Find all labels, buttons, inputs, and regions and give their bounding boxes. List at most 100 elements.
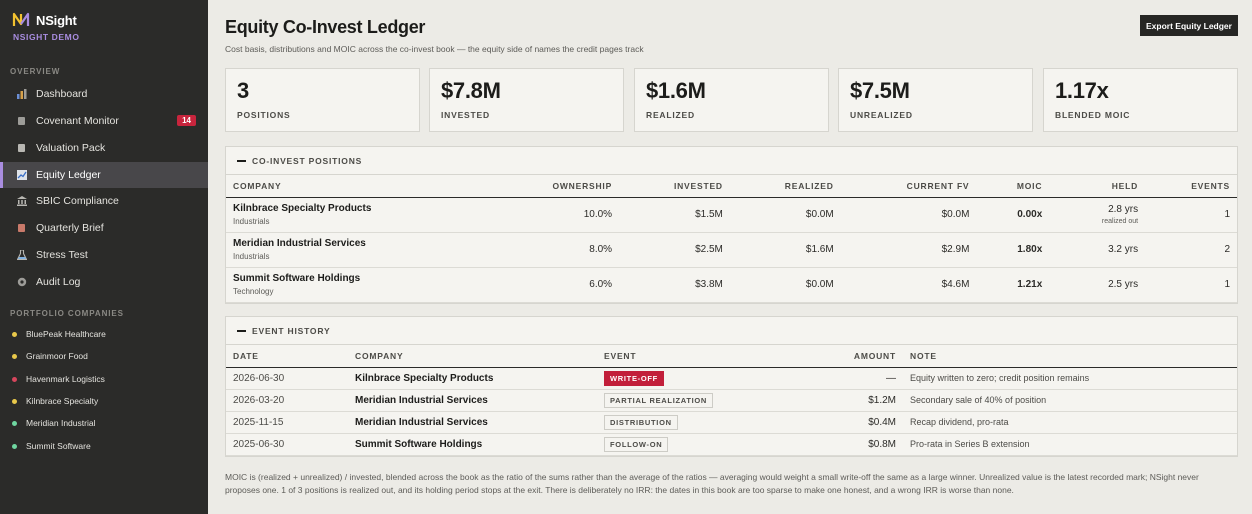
table-row[interactable]: 2025-06-30 Summit Software Holdings FOLL… <box>226 433 1237 456</box>
portfolio-company-item[interactable]: Grainmoor Food <box>12 351 88 361</box>
sidebar-item-quarterly-brief[interactable]: Quarterly Brief <box>0 215 208 241</box>
column-header[interactable]: MOIC <box>976 175 1050 198</box>
table-row[interactable]: 2026-03-20 Meridian Industrial Services … <box>226 389 1237 412</box>
amount-cell: — <box>782 367 903 390</box>
book-icon <box>16 223 27 234</box>
methodology-footnote: MOIC is (realized + unrealized) / invest… <box>225 472 1199 495</box>
sidebar-item-stress-test[interactable]: Stress Test <box>0 242 208 268</box>
company-name: Summit Software Holdings <box>233 273 361 284</box>
main-content: Equity Co-Invest Ledger Cost basis, dist… <box>208 0 1252 514</box>
events-cell: 2 <box>1145 232 1237 268</box>
portfolio-company-item[interactable]: Summit Software <box>12 441 91 451</box>
column-header[interactable]: COMPANY <box>226 175 484 198</box>
status-dot-icon <box>12 376 17 382</box>
kpi-value: 3 <box>237 78 249 103</box>
invested-cell: $2.5M <box>619 232 730 268</box>
column-header[interactable]: REALIZED <box>729 175 841 198</box>
kpi-label: BLENDED MOIC <box>1055 110 1131 120</box>
table-header-row: COMPANY OWNERSHIP INVESTED REALIZED CURR… <box>226 175 1237 198</box>
portfolio-company-item[interactable]: Havenmark Logistics <box>12 374 105 384</box>
line-chart-icon <box>16 170 27 181</box>
sidebar-item-label: Dashboard <box>36 88 88 100</box>
sidebar-item-label: Quarterly Brief <box>36 222 104 234</box>
kpi-card-invested: $7.8M INVESTED <box>429 68 624 132</box>
invested-cell: $3.8M <box>619 267 730 303</box>
sidebar-item-label: Valuation Pack <box>36 142 106 154</box>
event-tag: FOLLOW-ON <box>604 436 669 452</box>
company-sector: Industrials <box>233 252 270 261</box>
column-header[interactable]: EVENT <box>597 345 782 368</box>
sidebar-item-valuation-pack[interactable]: Valuation Pack <box>0 135 208 161</box>
date-cell: 2026-03-20 <box>226 389 348 412</box>
portfolio-company-item[interactable]: Meridian Industrial <box>12 418 95 428</box>
company-sector: Industrials <box>233 217 270 226</box>
column-header[interactable]: NOTE <box>903 345 1237 368</box>
sidebar-item-label: Stress Test <box>36 249 88 261</box>
brand-subtitle: NSIGHT DEMO <box>13 32 80 42</box>
company-cell: Meridian Industrial Services <box>348 389 597 412</box>
current-fv-cell: $0.0M <box>840 197 977 233</box>
document-icon <box>16 116 27 127</box>
realized-cell: $0.0M <box>729 197 841 233</box>
note-cell: Equity written to zero; credit position … <box>903 367 1237 390</box>
kpi-label: POSITIONS <box>237 110 291 120</box>
status-dot-icon <box>12 420 17 426</box>
covenant-alert-badge: 14 <box>177 115 196 126</box>
moic-cell: 1.80x <box>976 232 1050 268</box>
panel-title: CO-INVEST POSITIONS <box>252 155 363 166</box>
column-header[interactable]: COMPANY <box>348 345 597 368</box>
realized-cell: $0.0M <box>729 267 841 303</box>
status-dot-icon <box>12 398 17 404</box>
kpi-label: REALIZED <box>646 110 695 120</box>
table-row[interactable]: 2025-11-15 Meridian Industrial Services … <box>226 411 1237 434</box>
column-header[interactable]: EVENTS <box>1145 175 1237 198</box>
kpi-value: $7.8M <box>441 78 501 103</box>
column-header[interactable]: DATE <box>226 345 348 368</box>
kpi-label: UNREALIZED <box>850 110 913 120</box>
portfolio-company-label: BluePeak Healthcare <box>26 329 106 339</box>
brand[interactable]: NSight <box>12 11 77 29</box>
event-tag: DISTRIBUTION <box>604 414 678 430</box>
portfolio-company-label: Havenmark Logistics <box>26 374 105 384</box>
table-row[interactable]: Summit Software Holdings Technology 6.0% … <box>226 267 1237 303</box>
collapse-icon[interactable] <box>237 159 246 162</box>
events-cell: 1 <box>1145 197 1237 233</box>
flask-icon <box>16 250 27 261</box>
events-cell: 1 <box>1145 267 1237 303</box>
portfolio-company-label: Kilnbrace Specialty <box>26 396 99 406</box>
sidebar-item-equity-ledger[interactable]: Equity Ledger <box>0 162 208 188</box>
document-icon <box>16 143 27 154</box>
bank-icon <box>16 196 27 207</box>
bar-chart-icon <box>16 89 27 100</box>
collapse-icon[interactable] <box>237 329 246 332</box>
sidebar-item-label: Covenant Monitor <box>36 115 119 127</box>
moic-cell: 0.00x <box>976 197 1050 233</box>
sidebar-item-label: Audit Log <box>36 276 81 288</box>
portfolio-company-item[interactable]: Kilnbrace Specialty <box>12 396 98 406</box>
panel-header[interactable]: CO-INVEST POSITIONS <box>226 147 1237 175</box>
amount-cell: $1.2M <box>782 389 903 412</box>
column-header[interactable]: INVESTED <box>619 175 730 198</box>
column-header[interactable]: CURRENT FV <box>840 175 977 198</box>
kpi-card-unrealized: $7.5M UNREALIZED <box>838 68 1033 132</box>
held-cell: 2.8 yrs <box>1108 204 1139 215</box>
status-dot-icon <box>12 331 17 337</box>
portfolio-company-item[interactable]: BluePeak Healthcare <box>12 329 106 339</box>
column-header[interactable]: AMOUNT <box>782 345 903 368</box>
co-invest-positions-panel: CO-INVEST POSITIONS COMPANY OWNERSHIP IN… <box>225 146 1238 304</box>
sidebar-item-sbic-compliance[interactable]: SBIC Compliance <box>0 188 208 214</box>
export-equity-ledger-button[interactable]: Export Equity Ledger <box>1140 15 1238 36</box>
nsight-logo-icon <box>12 12 30 26</box>
table-row[interactable]: 2026-06-30 Kilnbrace Specialty Products … <box>226 367 1237 390</box>
column-header[interactable]: OWNERSHIP <box>483 175 620 198</box>
column-header[interactable]: HELD <box>1049 175 1146 198</box>
sidebar-item-covenant-monitor[interactable]: Covenant Monitor 14 <box>0 108 208 134</box>
table-row[interactable]: Meridian Industrial Services Industrials … <box>226 232 1237 268</box>
nav-section-portfolio: PORTFOLIO COMPANIES <box>10 309 124 318</box>
sidebar-item-audit-log[interactable]: Audit Log <box>0 269 208 295</box>
sidebar-item-dashboard[interactable]: Dashboard <box>0 81 208 107</box>
kpi-card-positions: 3 POSITIONS <box>225 68 420 132</box>
table-row[interactable]: Kilnbrace Specialty Products Industrials … <box>226 197 1237 233</box>
panel-header[interactable]: EVENT HISTORY <box>226 317 1237 345</box>
held-note: realized out <box>1101 218 1139 225</box>
